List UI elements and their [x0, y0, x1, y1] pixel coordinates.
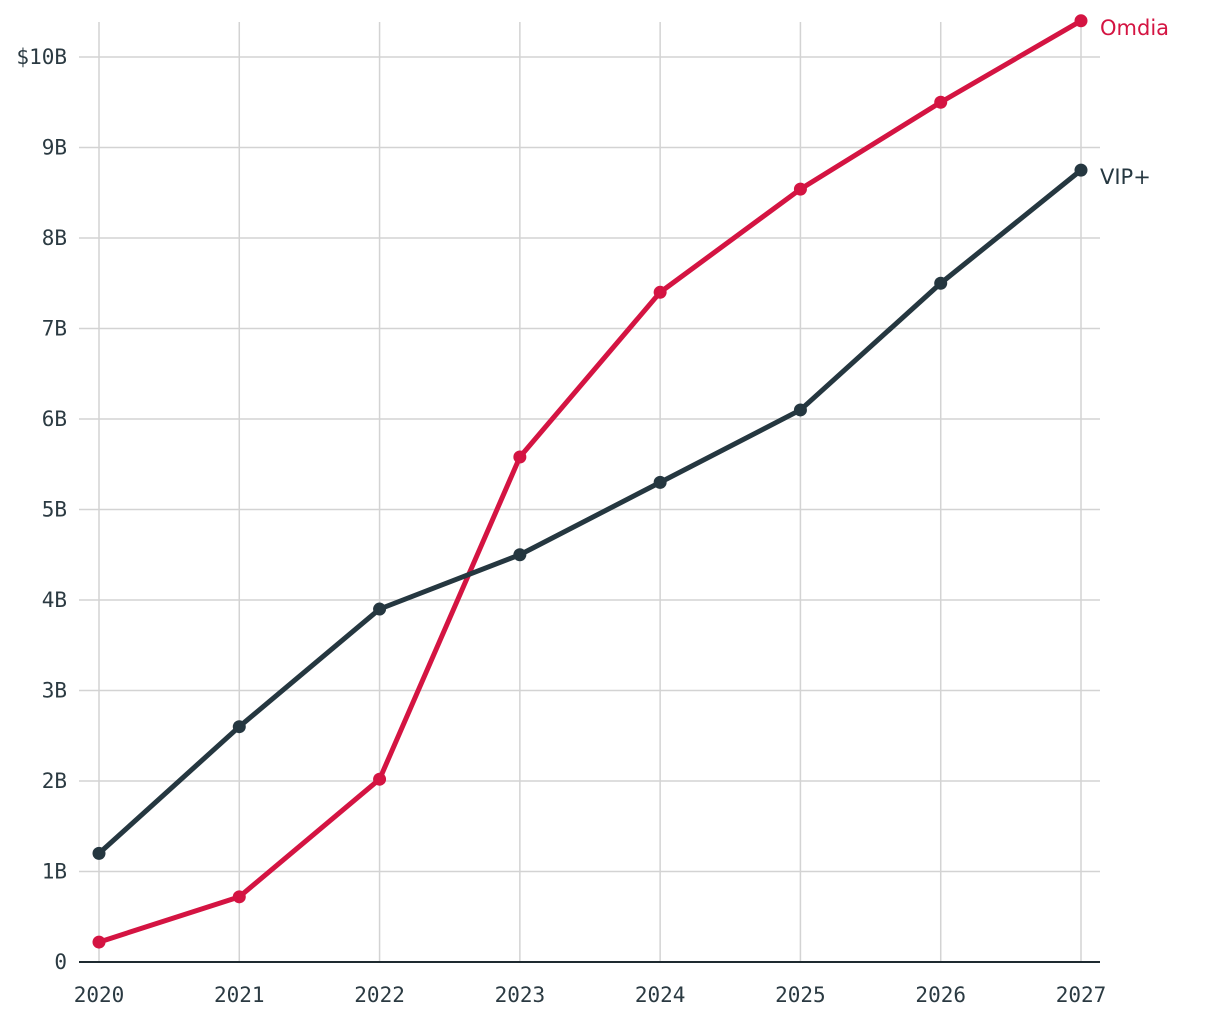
- data-point: [793, 182, 807, 196]
- y-tick-label: 4B: [42, 588, 67, 612]
- data-point: [513, 450, 527, 464]
- series-line-vip: [96, 167, 1084, 856]
- data-point: [92, 846, 106, 860]
- y-axis-tick-labels: 0 1B 2B 3B 4B 5B 6B 7B 8B 9B $10B: [16, 45, 67, 974]
- x-axis-tick-labels: 2020 2021 2022 2023 2024 2025 2026 2027: [74, 983, 1107, 1007]
- x-tick-label: 2020: [74, 983, 125, 1007]
- series-line-omdia: [96, 18, 1084, 945]
- y-tick-label: 0: [54, 950, 67, 974]
- data-point: [232, 720, 246, 734]
- data-point: [793, 403, 807, 417]
- data-point: [653, 475, 667, 489]
- data-point: [373, 772, 387, 786]
- y-tick-label: 9B: [42, 136, 67, 160]
- data-point: [232, 890, 246, 904]
- y-tick-label: 7B: [42, 317, 67, 341]
- data-point: [934, 95, 948, 109]
- data-point: [653, 285, 667, 299]
- x-tick-label: 2021: [214, 983, 265, 1007]
- x-tick-label: 2027: [1056, 983, 1107, 1007]
- series-label: VIP+: [1100, 165, 1151, 189]
- data-point: [934, 276, 948, 290]
- x-tick-label: 2025: [775, 983, 826, 1007]
- x-tick-label: 2022: [354, 983, 405, 1007]
- series-labels: Omdia VIP+: [1100, 16, 1169, 189]
- data-point: [513, 548, 527, 562]
- data-point: [1074, 163, 1088, 177]
- x-tick-label: 2024: [635, 983, 686, 1007]
- vertical-gridlines: [98, 22, 1082, 962]
- data-point: [373, 602, 387, 616]
- y-tick-label: 8B: [42, 226, 67, 250]
- y-tick-label: 5B: [42, 498, 67, 522]
- series-label: Omdia: [1100, 16, 1169, 40]
- y-tick-label: 3B: [42, 679, 67, 703]
- y-tick-label: 6B: [42, 407, 67, 431]
- x-tick-label: 2026: [915, 983, 966, 1007]
- y-tick-label: 1B: [42, 860, 67, 884]
- data-point: [1074, 14, 1088, 28]
- y-tick-label: 2B: [42, 769, 67, 793]
- y-tick-label: $10B: [16, 45, 67, 69]
- series-lines: [96, 18, 1084, 945]
- series-points: [92, 14, 1088, 949]
- data-point: [92, 935, 106, 949]
- x-tick-label: 2023: [495, 983, 546, 1007]
- horizontal-gridlines: [79, 56, 1100, 873]
